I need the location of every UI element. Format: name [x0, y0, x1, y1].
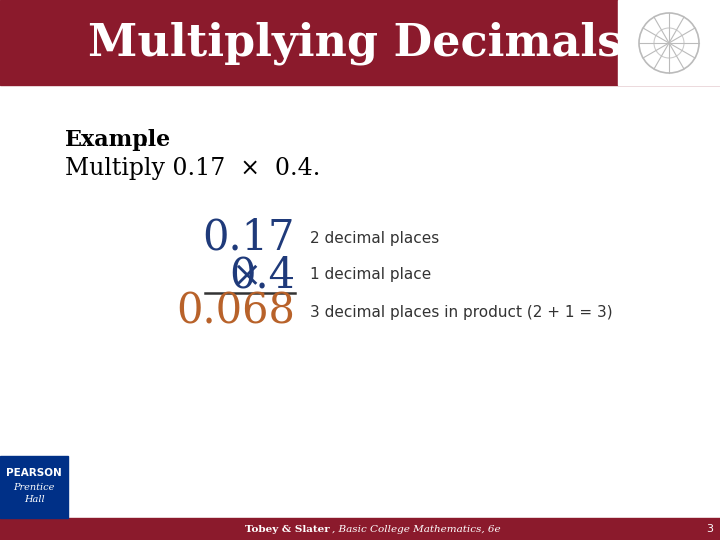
Bar — [618, 0, 720, 85]
Text: Tobey & Slater: Tobey & Slater — [246, 524, 330, 534]
Bar — [0, 0, 720, 85]
Text: 0.17: 0.17 — [202, 217, 295, 259]
Text: Multiply 0.17  ×  0.4.: Multiply 0.17 × 0.4. — [65, 157, 320, 179]
Bar — [0, 456, 68, 518]
Text: 3: 3 — [706, 524, 714, 534]
Text: PEARSON: PEARSON — [6, 468, 62, 478]
Text: Multiplying Decimals: Multiplying Decimals — [88, 21, 622, 65]
Bar — [0, 518, 720, 540]
Text: ×: × — [232, 258, 262, 292]
Text: Example: Example — [65, 129, 171, 151]
Text: Prentice: Prentice — [13, 483, 55, 492]
Text: 3 decimal places in product (2 + 1 = 3): 3 decimal places in product (2 + 1 = 3) — [310, 305, 613, 320]
Text: 1 decimal place: 1 decimal place — [310, 267, 431, 282]
Text: Hall: Hall — [24, 496, 45, 504]
Text: , Basic College Mathematics, 6e: , Basic College Mathematics, 6e — [332, 524, 500, 534]
Text: 0.068: 0.068 — [176, 291, 295, 333]
Text: :: : — [141, 129, 148, 151]
Text: 2 decimal places: 2 decimal places — [310, 231, 439, 246]
Text: 0.4: 0.4 — [229, 254, 295, 296]
